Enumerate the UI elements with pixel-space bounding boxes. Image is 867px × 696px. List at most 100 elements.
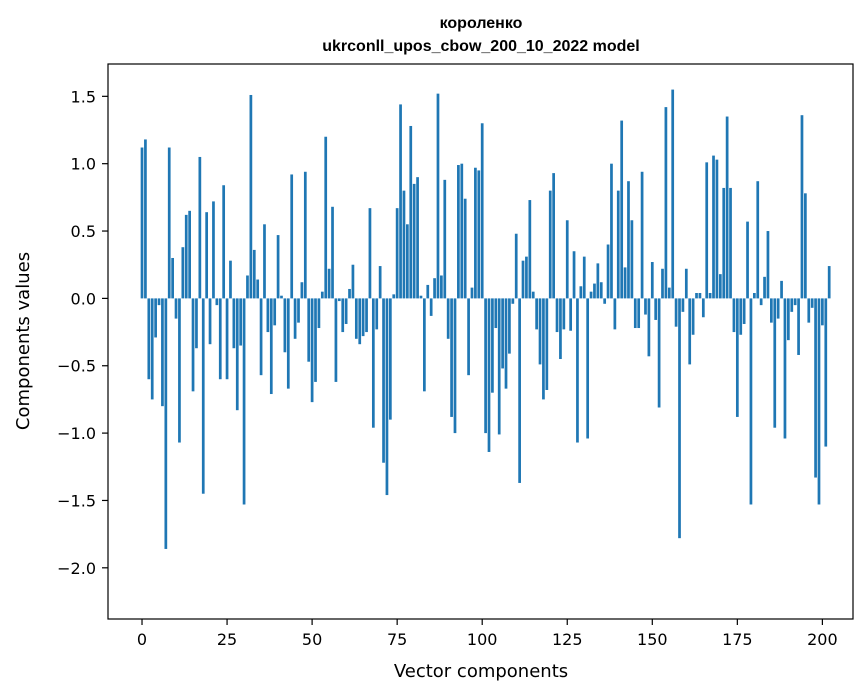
bar bbox=[218, 298, 222, 380]
bar bbox=[263, 224, 266, 299]
bar bbox=[824, 298, 828, 447]
bar bbox=[804, 193, 807, 299]
x-tick-label: 0 bbox=[137, 630, 147, 649]
bar bbox=[763, 276, 766, 299]
bar bbox=[474, 167, 477, 299]
bar bbox=[167, 147, 171, 299]
bar bbox=[395, 208, 399, 299]
bar bbox=[518, 298, 521, 483]
y-tick-label: −2.0 bbox=[57, 559, 96, 578]
bar bbox=[188, 210, 191, 299]
bar bbox=[780, 280, 783, 299]
bar bbox=[678, 298, 681, 539]
bar bbox=[249, 94, 253, 299]
bar bbox=[477, 170, 481, 299]
bar bbox=[688, 298, 692, 365]
bar bbox=[174, 298, 178, 319]
bar bbox=[797, 298, 800, 355]
bar bbox=[446, 298, 450, 339]
bar bbox=[334, 298, 338, 382]
bar bbox=[351, 264, 355, 299]
bar bbox=[770, 298, 773, 323]
bar bbox=[657, 298, 661, 408]
bar bbox=[480, 123, 484, 299]
y-axis-ticks: −2.0 −1.5 −1.0 −0.5 0.0 0.5 1.0 1.5 bbox=[57, 87, 108, 578]
bar bbox=[773, 298, 777, 428]
bar bbox=[283, 298, 287, 353]
bar bbox=[712, 155, 715, 299]
bar bbox=[569, 298, 573, 331]
bar bbox=[725, 116, 729, 299]
bar bbox=[661, 268, 664, 299]
bar bbox=[276, 235, 280, 299]
bar bbox=[378, 266, 382, 299]
bar bbox=[317, 298, 321, 329]
bar bbox=[565, 220, 569, 299]
bar bbox=[531, 291, 535, 299]
bar bbox=[150, 298, 154, 400]
y-tick-label: −1.0 bbox=[57, 424, 96, 443]
bar bbox=[354, 298, 358, 339]
bar bbox=[252, 249, 256, 299]
x-tick-label: 175 bbox=[722, 630, 753, 649]
bar bbox=[559, 298, 562, 360]
bar bbox=[610, 163, 613, 299]
bar bbox=[212, 201, 215, 299]
bar bbox=[310, 298, 314, 403]
bar bbox=[647, 298, 651, 357]
y-axis-label: Components values bbox=[13, 252, 34, 430]
bar bbox=[548, 190, 552, 299]
bar bbox=[576, 298, 579, 443]
bar bbox=[164, 298, 168, 549]
bar bbox=[487, 298, 491, 452]
y-tick-label: −0.5 bbox=[57, 357, 96, 376]
bar bbox=[718, 274, 722, 299]
bar bbox=[630, 220, 634, 299]
bar bbox=[616, 190, 620, 299]
bar bbox=[620, 120, 624, 299]
bar bbox=[181, 247, 185, 299]
bar bbox=[491, 298, 494, 393]
bar bbox=[388, 298, 392, 420]
bar bbox=[701, 298, 705, 318]
bar bbox=[205, 212, 209, 299]
bar bbox=[235, 298, 239, 411]
bar bbox=[266, 298, 270, 333]
bar bbox=[327, 268, 331, 299]
bar bbox=[419, 295, 423, 299]
plot-frame bbox=[107, 63, 854, 620]
bar bbox=[290, 174, 294, 299]
bar bbox=[654, 298, 658, 320]
bar bbox=[586, 298, 590, 439]
bar bbox=[440, 275, 443, 299]
bar bbox=[426, 284, 430, 299]
y-tick-label: 0.0 bbox=[71, 289, 96, 308]
bar bbox=[300, 282, 304, 299]
bar bbox=[572, 251, 576, 299]
bar bbox=[242, 298, 246, 505]
bar bbox=[494, 298, 498, 329]
bar bbox=[463, 198, 467, 299]
bar bbox=[504, 298, 508, 389]
x-tick-label: 125 bbox=[552, 630, 583, 649]
x-tick-label: 50 bbox=[302, 630, 322, 649]
bar bbox=[599, 282, 603, 299]
x-tick-label: 200 bbox=[807, 630, 838, 649]
bar bbox=[225, 298, 229, 380]
bar bbox=[508, 298, 511, 354]
bar bbox=[514, 233, 518, 299]
bar bbox=[552, 173, 555, 299]
bar bbox=[399, 104, 402, 299]
bar bbox=[817, 298, 821, 505]
bar bbox=[423, 298, 426, 392]
bar bbox=[140, 147, 144, 299]
bar bbox=[776, 298, 780, 319]
bar bbox=[195, 298, 198, 349]
bar bbox=[671, 89, 675, 299]
bar bbox=[633, 298, 637, 329]
bar bbox=[542, 298, 545, 400]
bar bbox=[766, 231, 770, 299]
x-tick-label: 150 bbox=[637, 630, 668, 649]
bar bbox=[297, 298, 300, 323]
